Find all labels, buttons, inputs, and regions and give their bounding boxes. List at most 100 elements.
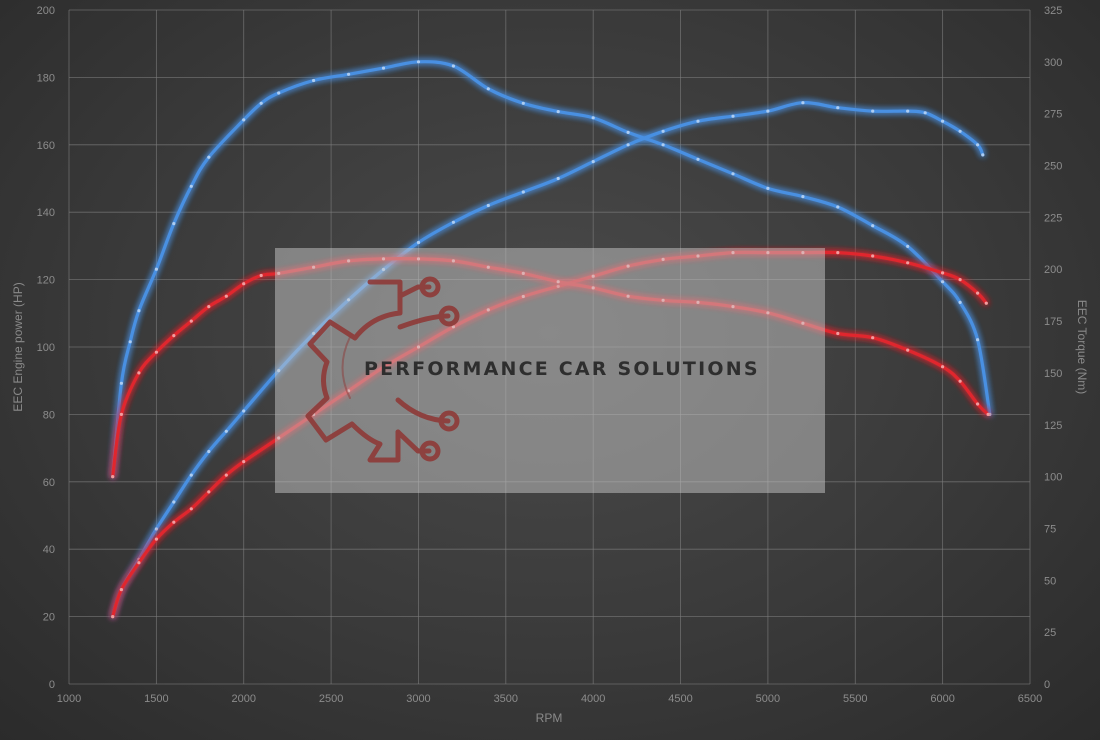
data-point-tuned-torque bbox=[172, 222, 176, 226]
data-point-tuned-power bbox=[242, 409, 246, 413]
data-point-stock-power bbox=[137, 561, 141, 565]
data-point-tuned-power bbox=[416, 240, 421, 245]
data-point-stock-torque bbox=[906, 348, 910, 352]
x-tick-label: 3500 bbox=[494, 693, 518, 705]
data-point-tuned-torque bbox=[976, 338, 980, 342]
y-right-tick-label: 175 bbox=[1044, 316, 1062, 328]
y-right-tick-label: 275 bbox=[1044, 109, 1062, 121]
data-point-stock-torque bbox=[172, 334, 176, 338]
data-point-tuned-torque bbox=[836, 205, 840, 209]
data-point-stock-power bbox=[871, 254, 875, 258]
data-point-stock-power bbox=[119, 588, 123, 592]
data-point-stock-power bbox=[224, 473, 228, 477]
data-point-stock-torque bbox=[119, 412, 123, 416]
data-point-tuned-torque bbox=[591, 116, 595, 120]
data-point-tuned-power bbox=[801, 101, 805, 105]
y-right-tick-label: 225 bbox=[1044, 212, 1062, 224]
data-point-stock-torque bbox=[941, 365, 945, 369]
data-point-stock-power bbox=[958, 278, 962, 282]
data-point-stock-torque bbox=[154, 350, 158, 354]
y-left-tick-label: 100 bbox=[37, 342, 55, 354]
data-point-tuned-torque bbox=[521, 101, 525, 105]
x-tick-label: 4000 bbox=[581, 693, 605, 705]
data-point-tuned-power bbox=[906, 109, 910, 113]
y-left-tick-label: 80 bbox=[43, 409, 55, 421]
data-point-tuned-torque bbox=[189, 184, 193, 188]
data-point-tuned-torque bbox=[731, 172, 735, 176]
data-point-tuned-power bbox=[224, 429, 228, 433]
data-point-tuned-torque bbox=[381, 66, 386, 70]
data-point-tuned-power bbox=[591, 160, 595, 164]
data-point-stock-torque bbox=[111, 475, 115, 479]
x-tick-label: 5500 bbox=[843, 693, 867, 705]
x-tick-label: 1000 bbox=[57, 693, 81, 705]
data-point-tuned-torque bbox=[207, 155, 211, 159]
data-point-tuned-torque bbox=[871, 224, 875, 228]
y-right-tick-label: 250 bbox=[1044, 161, 1062, 173]
data-point-tuned-torque bbox=[801, 195, 805, 199]
data-point-tuned-torque bbox=[119, 381, 123, 385]
y-left-tick-label: 0 bbox=[49, 679, 55, 691]
data-point-tuned-torque bbox=[416, 60, 421, 64]
x-tick-label: 1500 bbox=[144, 693, 168, 705]
data-point-tuned-power bbox=[958, 129, 962, 133]
data-point-tuned-torque bbox=[347, 72, 351, 76]
x-tick-label: 3000 bbox=[406, 693, 430, 705]
x-tick-label: 6000 bbox=[930, 693, 954, 705]
y-right-tick-label: 300 bbox=[1044, 57, 1062, 69]
data-point-tuned-torque bbox=[242, 118, 246, 122]
y-left-tick-label: 140 bbox=[37, 207, 55, 219]
y-left-axis-title: EEC Engine power (HP) bbox=[11, 282, 25, 411]
y-right-axis-title: EEC Torque (Nm) bbox=[1075, 300, 1089, 394]
y-right-tick-label: 200 bbox=[1044, 264, 1062, 276]
data-point-tuned-torque bbox=[137, 309, 141, 313]
data-point-stock-torque bbox=[224, 294, 228, 298]
data-point-tuned-torque bbox=[958, 300, 962, 304]
x-tick-label: 5000 bbox=[756, 693, 780, 705]
data-point-tuned-power bbox=[976, 143, 980, 147]
data-point-stock-torque bbox=[986, 412, 990, 416]
data-point-stock-torque bbox=[242, 282, 246, 286]
data-point-stock-torque bbox=[958, 379, 962, 383]
data-point-tuned-power bbox=[451, 220, 455, 224]
y-right-tick-label: 150 bbox=[1044, 368, 1062, 380]
data-point-stock-power bbox=[111, 615, 115, 619]
data-point-stock-torque bbox=[259, 273, 263, 278]
data-point-stock-torque bbox=[137, 371, 141, 375]
data-point-tuned-power bbox=[836, 106, 840, 110]
x-tick-label: 2000 bbox=[231, 693, 255, 705]
data-point-tuned-power bbox=[696, 119, 700, 123]
y-left-tick-label: 20 bbox=[43, 612, 55, 624]
data-point-stock-torque bbox=[189, 319, 193, 323]
data-point-stock-torque bbox=[836, 331, 840, 336]
data-point-stock-power bbox=[941, 271, 945, 275]
data-point-tuned-torque bbox=[451, 64, 455, 68]
data-point-tuned-torque bbox=[486, 87, 490, 91]
data-point-tuned-torque bbox=[154, 267, 158, 271]
data-point-stock-power bbox=[836, 251, 840, 255]
data-point-stock-power bbox=[976, 291, 980, 295]
x-tick-label: 4500 bbox=[668, 693, 692, 705]
data-point-tuned-power bbox=[521, 190, 525, 194]
data-point-tuned-torque bbox=[626, 130, 630, 134]
data-point-tuned-torque bbox=[128, 340, 132, 344]
x-axis-title: RPM bbox=[536, 711, 563, 725]
data-point-tuned-power bbox=[923, 111, 927, 115]
y-left-tick-label: 180 bbox=[37, 72, 55, 84]
data-point-stock-torque bbox=[207, 305, 211, 309]
y-right-tick-label: 50 bbox=[1044, 575, 1056, 587]
data-point-stock-torque bbox=[871, 336, 875, 340]
data-point-stock-power bbox=[154, 537, 158, 541]
data-point-tuned-power bbox=[154, 527, 158, 531]
data-point-tuned-power bbox=[189, 473, 193, 477]
y-right-tick-label: 25 bbox=[1044, 627, 1056, 639]
y-left-tick-label: 160 bbox=[37, 140, 55, 152]
x-tick-label: 2500 bbox=[319, 693, 343, 705]
y-left-tick-label: 200 bbox=[37, 5, 55, 17]
data-point-stock-power bbox=[984, 301, 988, 305]
data-point-tuned-torque bbox=[766, 186, 770, 190]
data-point-tuned-power bbox=[661, 129, 665, 133]
x-tick-label: 6500 bbox=[1018, 693, 1042, 705]
data-point-tuned-power bbox=[766, 109, 770, 113]
data-point-stock-power bbox=[242, 460, 246, 464]
